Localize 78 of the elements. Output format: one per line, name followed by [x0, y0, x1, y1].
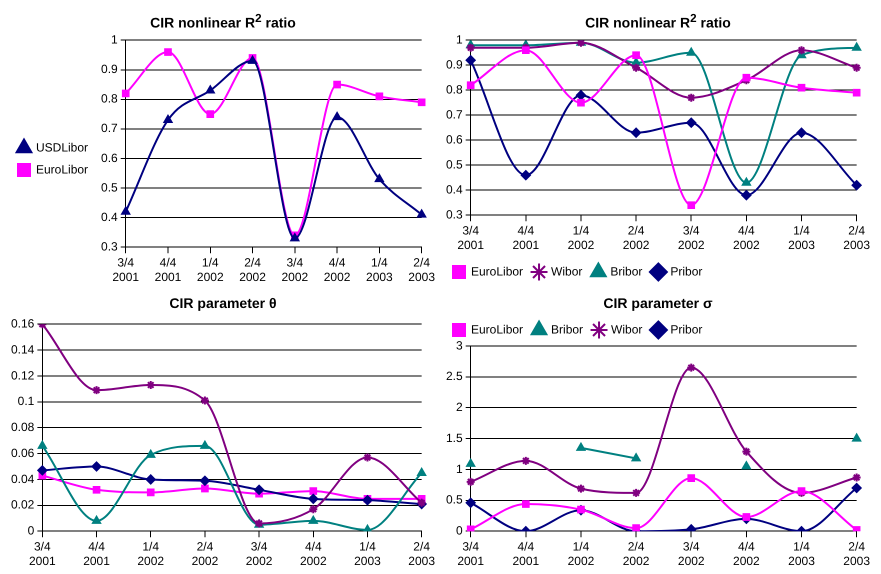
x-tick-label: 2/4 2002	[239, 256, 266, 284]
x-tick-label: 4/4 2001	[83, 540, 110, 568]
x-tick-label: 2/4 2003	[408, 256, 436, 284]
y-tick-label: 0.1	[18, 394, 35, 408]
x-tick-label: 2/4 2002	[622, 224, 650, 252]
x-tick-label: 3/4 2001	[29, 540, 56, 568]
chart-title: CIR parameter σ	[602, 294, 714, 313]
x-tick-label: 1/4 2003	[354, 540, 382, 568]
y-tick-label: 0.7	[446, 108, 463, 122]
y-tick-label: 0.16	[10, 316, 35, 331]
y-tick-label: 0.08	[10, 420, 35, 434]
x-tick-label: 4/4 2002	[733, 224, 760, 252]
x-tick-label: 4/4 2001	[512, 540, 540, 568]
x-tick-label: 2/4 2003	[408, 540, 436, 568]
y-tick-label: 1	[456, 32, 463, 47]
y-tick-label: 0	[456, 524, 463, 538]
y-tick-label: 0.6	[446, 132, 463, 147]
x-tick-label: 3/4 2002	[678, 224, 705, 252]
y-tick-label: 0.8	[446, 82, 463, 97]
x-tick-label: 3/4 2001	[112, 256, 140, 284]
y-tick-label: 0.5	[446, 158, 463, 172]
y-tick-label: 0.6	[101, 150, 118, 165]
x-tick-label: 3/4 2002	[246, 540, 273, 568]
x-tick-label: 2/4 2003	[843, 224, 870, 252]
y-tick-label: 1	[456, 462, 463, 476]
y-tick-label: 0.5	[101, 180, 118, 194]
y-tick-label: 0.3	[101, 240, 118, 254]
x-tick-label: 4/4 2002	[300, 540, 327, 568]
y-tick-label: 0.06	[10, 446, 35, 460]
x-tick-label: 1/4 2003	[788, 540, 816, 568]
x-tick-label: 4/4 2002	[733, 540, 760, 568]
x-tick-label: 3/4 2002	[281, 256, 308, 284]
y-tick-label: 0.02	[10, 498, 35, 512]
y-tick-label: 1	[111, 32, 118, 47]
x-tick-label: 3/4 2001	[457, 540, 484, 568]
x-tick-label: 1/4 2003	[366, 256, 394, 284]
chart-title: CIR nonlinear R$^{2}$ ratio	[149, 11, 297, 31]
y-tick-label: 0.8	[101, 92, 118, 106]
x-tick-label: 2/4 2002	[192, 540, 219, 568]
x-tick-label: 4/4 2002	[324, 256, 351, 284]
y-tick-label: 0.4	[446, 182, 463, 197]
x-tick-label: 1/4 2002	[196, 256, 224, 284]
legend-label: Wibor	[611, 322, 642, 336]
legend-label: Pribor	[670, 264, 702, 278]
x-tick-label: 1/4 2002	[137, 540, 164, 568]
legend-label: USDLibor	[36, 140, 88, 154]
chart-title: CIR parameter θ	[168, 294, 278, 313]
legend-label: EuroLibor	[471, 264, 524, 278]
y-tick-label: 0.14	[10, 342, 35, 356]
legend-label: EuroLibor	[471, 322, 524, 336]
x-tick-label: 2/4 2002	[622, 540, 650, 568]
legend-label: Pribor	[670, 322, 702, 336]
x-tick-label: 1/4 2002	[568, 540, 595, 568]
chart-title: CIR nonlinear R$^{2}$ ratio	[584, 11, 732, 31]
x-tick-label: 1/4 2003	[788, 224, 816, 252]
legend-label: Bribor	[610, 264, 642, 278]
x-tick-label: 3/4 2001	[457, 224, 484, 252]
legend-label: Wibor	[551, 264, 582, 278]
x-tick-label: 2/4 2003	[843, 540, 870, 568]
x-tick-label: 4/4 2001	[154, 256, 182, 284]
y-tick-label: 0.4	[101, 210, 118, 224]
x-tick-label: 3/4 2002	[678, 540, 705, 568]
y-tick-label: 0.7	[101, 121, 118, 136]
y-tick-label: 0.12	[10, 368, 35, 382]
x-tick-label: 1/4 2002	[568, 224, 595, 252]
x-tick-label: 4/4 2001	[512, 224, 540, 252]
y-tick-label: 0.9	[446, 58, 463, 72]
y-tick-label: 0	[28, 524, 35, 538]
y-tick-label: 0.3	[446, 208, 463, 222]
legend-label: EuroLibor	[36, 162, 88, 176]
y-tick-label: 3	[456, 338, 463, 352]
legend-label: Bribor	[551, 322, 584, 336]
y-tick-label: 2	[456, 400, 463, 414]
y-tick-label: 0.9	[101, 62, 118, 76]
y-tick-label: 2.5	[446, 369, 463, 384]
y-tick-label: 1.5	[446, 430, 463, 445]
y-tick-label: 0.5	[446, 492, 463, 507]
y-tick-label: 0.04	[10, 472, 35, 486]
